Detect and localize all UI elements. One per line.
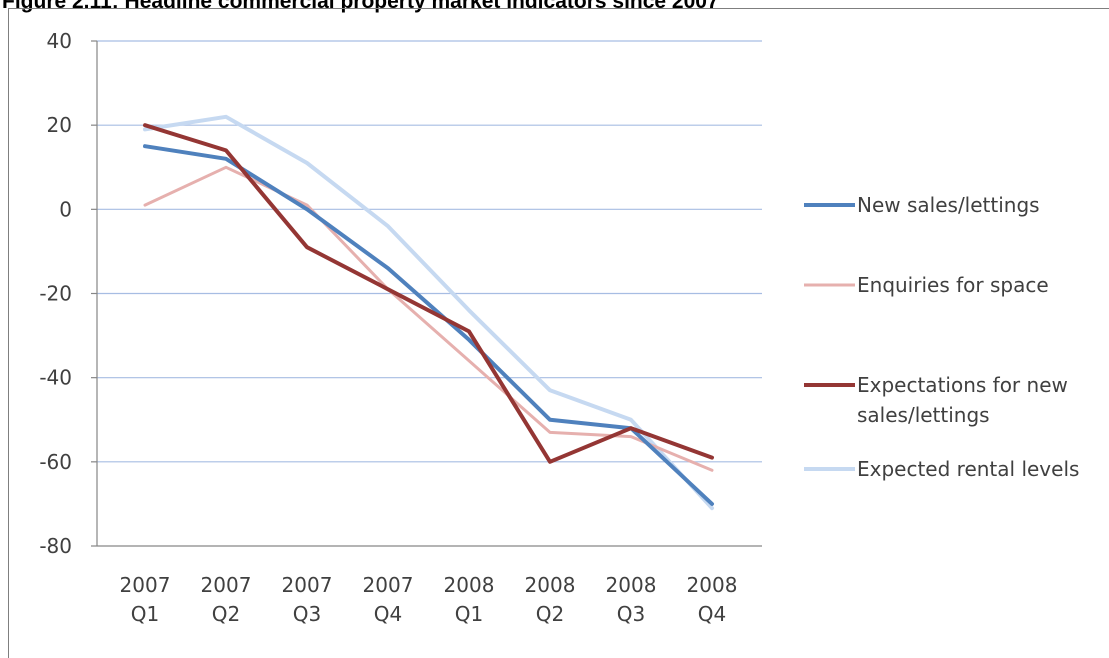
series-line bbox=[143, 165, 714, 472]
x-tick-label: 2008 Q1 bbox=[444, 573, 495, 626]
y-tick-label: -40 bbox=[39, 366, 72, 390]
legend-label: Enquiries for space bbox=[857, 273, 1049, 297]
x-tick-label: 2007 Q2 bbox=[201, 573, 252, 626]
y-tick-label: 0 bbox=[59, 197, 72, 221]
legend-item: Expected rental levels bbox=[804, 457, 1079, 481]
y-tick-label: -60 bbox=[39, 450, 72, 474]
x-tick-label: 2007 Q4 bbox=[363, 573, 414, 626]
y-axis: 40 20 0 -20 -40 -60 -80 bbox=[39, 29, 98, 558]
x-tick-label: 2008 Q2 bbox=[525, 573, 576, 626]
y-tick-label: 40 bbox=[47, 29, 72, 53]
legend-item: Expectations for new sales/lettings bbox=[804, 373, 1068, 427]
figure-title: Figure 2.11: Headline commercial propert… bbox=[2, 0, 719, 13]
series-line bbox=[143, 123, 714, 464]
x-tick-label: 2008 Q3 bbox=[606, 573, 657, 626]
y-tick-label: -20 bbox=[39, 282, 72, 306]
x-axis: 2007 Q1 2007 Q2 2007 Q3 2007 Q4 2008 Q1 2008 Q2 2008… bbox=[97, 545, 762, 626]
legend-item: New sales/lettings bbox=[804, 193, 1040, 217]
x-tick-label: 2007 Q3 bbox=[282, 573, 333, 626]
legend-label: New sales/lettings bbox=[857, 193, 1040, 217]
chart-frame bbox=[8, 8, 1109, 658]
x-tick-label: 2008 Q4 bbox=[687, 573, 738, 626]
plot-area bbox=[143, 114, 714, 511]
y-tick-label: -80 bbox=[39, 534, 72, 558]
legend-label: Expected rental levels bbox=[857, 457, 1079, 481]
legend-label: Expectations for new sales/lettings bbox=[857, 373, 1068, 427]
gridlines bbox=[97, 40, 762, 463]
series-line bbox=[143, 114, 714, 511]
x-tick-label: 2007 Q1 bbox=[120, 573, 171, 626]
y-tick-label: 20 bbox=[47, 113, 72, 137]
legend: New sales/lettings Enquiries for space Exp… bbox=[804, 193, 1079, 481]
legend-item: Enquiries for space bbox=[804, 273, 1049, 297]
